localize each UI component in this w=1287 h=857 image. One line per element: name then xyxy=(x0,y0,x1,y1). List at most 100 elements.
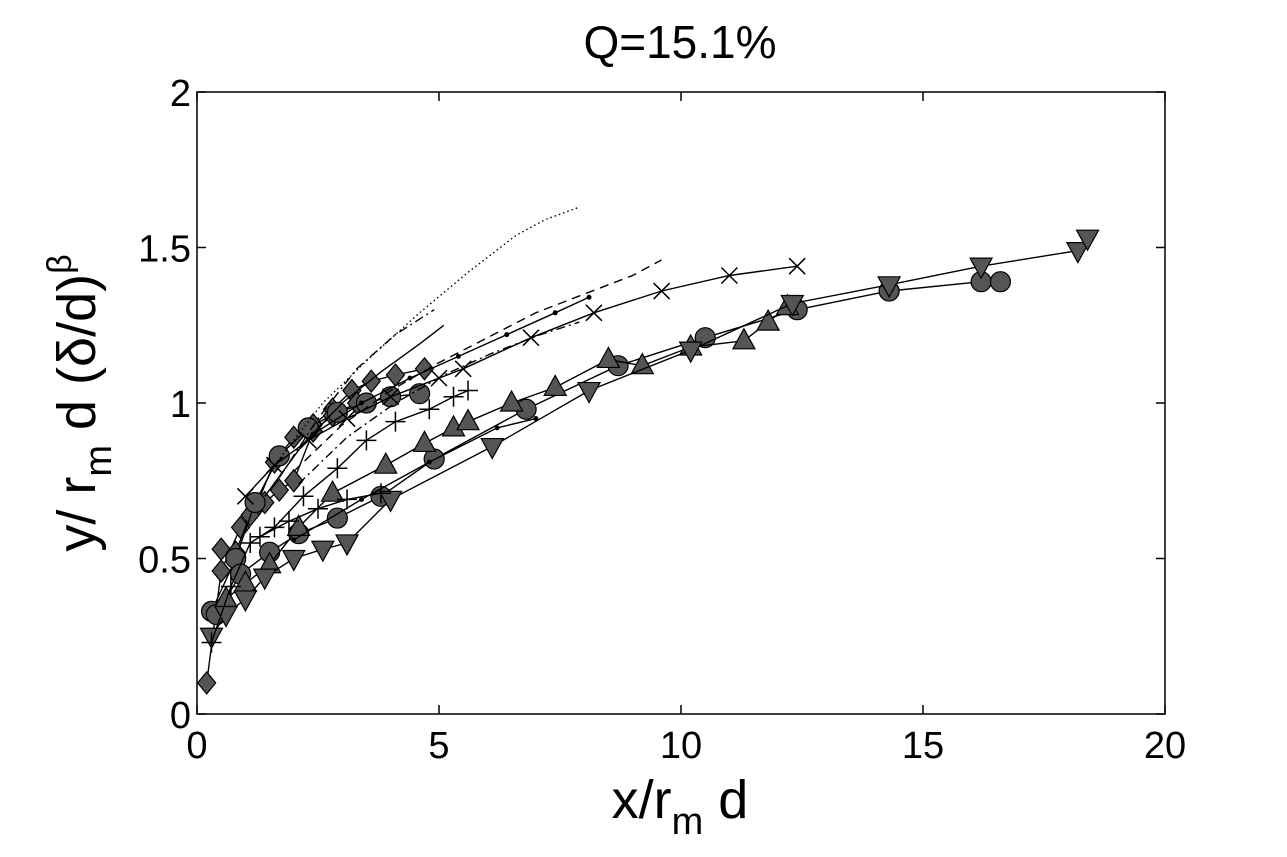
data-point-plus xyxy=(278,511,299,532)
data-point-triangle-down xyxy=(780,294,805,317)
series-line xyxy=(273,206,580,466)
data-point-triangle-up xyxy=(456,408,481,431)
data-point-triangle-down xyxy=(877,276,902,299)
data-point-plus xyxy=(337,489,358,510)
x-tick-label: 10 xyxy=(660,725,702,767)
data-point-plus xyxy=(419,399,440,420)
y-tick-label: 2 xyxy=(170,73,191,115)
series-15 xyxy=(273,206,580,466)
data-point-plus xyxy=(385,411,406,432)
series-7 xyxy=(201,380,479,653)
data-point-dot xyxy=(533,416,539,422)
series-line xyxy=(298,321,580,485)
y-axis-label-main: y/ r xyxy=(47,477,107,552)
data-point-dot xyxy=(407,375,413,381)
data-point-triangle-down xyxy=(378,490,403,513)
data-point-triangle-down xyxy=(969,257,994,280)
x-axis-label-subscript: m xyxy=(672,801,704,843)
data-point-triangle-down xyxy=(577,381,602,404)
data-point-dot xyxy=(455,353,461,359)
data-point-diamond xyxy=(284,468,304,493)
data-point-diamond xyxy=(211,558,231,583)
data-point-triangle-down xyxy=(252,568,277,591)
data-point-triangle-down xyxy=(281,549,306,572)
series-6 xyxy=(199,229,1100,650)
data-point-triangle-down xyxy=(678,341,703,364)
x-axis-label-suffix: d xyxy=(703,770,748,830)
data-point-triangle-up xyxy=(286,514,311,537)
data-point-dot xyxy=(504,332,510,338)
data-point-triangle-up xyxy=(499,389,524,412)
series-line xyxy=(293,259,662,472)
x-tick-label: 5 xyxy=(428,725,449,767)
x-axis-label: x/rm d xyxy=(612,770,749,843)
data-point-circle xyxy=(989,271,1012,293)
chart-title: Q=15.1% xyxy=(583,16,776,68)
x-tick-label: 0 xyxy=(186,725,207,767)
data-point-diamond xyxy=(269,478,290,503)
series-line xyxy=(210,237,1089,637)
data-point-plus xyxy=(443,386,464,407)
data-point-circle xyxy=(409,383,431,405)
data-point-triangle-down xyxy=(233,590,258,613)
series-line xyxy=(264,324,445,497)
data-point-circle xyxy=(268,445,290,467)
data-point-dot xyxy=(586,294,592,300)
series-12 xyxy=(293,259,662,472)
data-point-plus xyxy=(458,380,479,401)
y-tick-label: 0.5 xyxy=(138,540,191,582)
data-point-circle xyxy=(326,507,348,529)
series-13 xyxy=(298,321,580,485)
data-point-cross xyxy=(236,487,254,505)
data-point-circle xyxy=(244,491,266,514)
data-point-triangle-down xyxy=(1075,229,1100,252)
data-point-cross xyxy=(788,257,806,275)
data-point-diamond xyxy=(211,537,231,562)
data-point-cross xyxy=(522,329,540,347)
tick-labels: 0 5 10 15 20 0 0.5 1 1.5 2 xyxy=(138,73,1186,767)
data-point-plus xyxy=(327,458,348,479)
data-point-dot xyxy=(426,459,432,465)
y-axis-label-subscript: m xyxy=(78,445,120,477)
series-line xyxy=(278,309,435,478)
data-point-plus xyxy=(249,526,270,547)
series-14 xyxy=(264,324,445,497)
data-point-triangle-down xyxy=(335,534,360,557)
data-point-diamond xyxy=(196,670,217,695)
y-axis-label-middle: d (δ/d) xyxy=(47,274,107,445)
x-axis-label-main: x/r xyxy=(612,770,672,830)
data-point-plus xyxy=(356,430,377,451)
axis-ticks xyxy=(196,91,1166,715)
x-tick-label: 20 xyxy=(1144,725,1186,767)
data-point-triangle-up xyxy=(731,327,756,350)
data-point-triangle-down xyxy=(1065,242,1090,264)
y-axis-label-superscript: β xyxy=(41,254,79,274)
data-point-triangle-up xyxy=(756,308,781,331)
y-tick-label: 1 xyxy=(170,384,191,426)
data-point-dot xyxy=(359,496,365,502)
data-point-cross xyxy=(585,304,603,322)
data-point-dot xyxy=(494,425,500,431)
data-point-cross xyxy=(338,410,356,428)
data-point-dot xyxy=(552,310,558,316)
data-point-plus xyxy=(293,486,314,507)
data-point-triangle-up xyxy=(543,374,568,397)
data-point-plus xyxy=(201,632,222,653)
data-point-triangle-up xyxy=(630,352,655,375)
series-8 xyxy=(249,483,391,547)
y-tick-label: 0 xyxy=(170,695,191,737)
series-16 xyxy=(278,309,435,478)
data-point-cross xyxy=(653,282,671,300)
data-series xyxy=(196,206,1100,695)
data-point-cross xyxy=(720,266,738,285)
x-tick-label: 15 xyxy=(902,725,944,767)
data-point-plus xyxy=(264,517,285,538)
y-tick-label: 1.5 xyxy=(138,229,191,271)
y-axis-label: y/ rm d (δ/d)β xyxy=(41,254,120,551)
data-point-triangle-up xyxy=(373,451,398,474)
data-point-dot xyxy=(291,537,297,543)
data-point-triangle-down xyxy=(310,540,335,563)
series-5 xyxy=(214,293,800,608)
